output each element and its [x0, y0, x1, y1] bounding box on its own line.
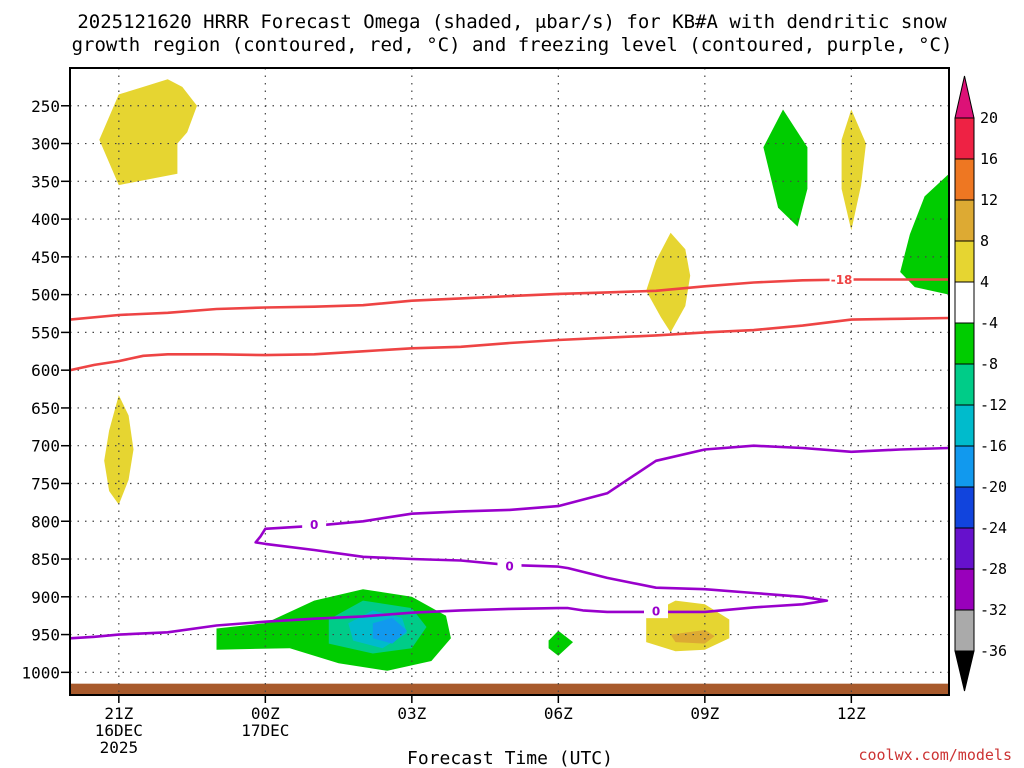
colorbar-box-9	[954, 486, 975, 529]
contour-label-freezing-1: 0	[310, 518, 318, 532]
contour-label-freezing-1-bg	[302, 517, 327, 532]
plot-frame	[69, 67, 950, 696]
colorbar-label-6: -8	[980, 355, 998, 373]
y-tick-label-450: 450	[31, 248, 60, 267]
y-tick-label-700: 700	[31, 437, 60, 456]
watermark: coolwx.com/models	[858, 746, 1012, 764]
colorbar-label-3: 8	[980, 232, 989, 250]
omega-region-9	[900, 173, 949, 295]
x-tick-label-0-1: 16DEC	[95, 721, 143, 740]
colorbar-box-8	[954, 445, 975, 488]
x-tick-label-5-0: 12Z	[837, 704, 866, 723]
colorbar-label-11: -28	[980, 560, 1007, 578]
colorbar-box-6	[954, 363, 975, 406]
contour-lines: -18 0 0 0	[70, 272, 949, 640]
colorbar-box-10	[954, 527, 975, 570]
contour-label-dendritic: -18	[831, 273, 853, 287]
omega-region-7	[548, 630, 573, 656]
colorbar-label-5: -4	[980, 314, 998, 332]
y-tick-label-300: 300	[31, 135, 60, 154]
x-tick-label-1-1: 17DEC	[241, 721, 289, 740]
y-tick-label-800: 800	[31, 512, 60, 531]
colorbar-label-10: -24	[980, 519, 1007, 537]
colorbar-box-4	[954, 281, 975, 324]
colorbar-box-5	[954, 322, 975, 365]
colorbar-bottom-arrow	[954, 650, 975, 692]
colorbar-label-9: -20	[980, 478, 1007, 496]
omega-region-3	[841, 109, 866, 231]
colorbar-label-13: -36	[980, 642, 1007, 660]
y-axis: 250 300 350 400 450 500 550 600 650 700 750 800 850 9…	[21, 97, 70, 682]
colorbar-box-12	[954, 609, 975, 652]
y-tick-label-750: 750	[31, 474, 60, 493]
y-tick-label-1000: 1000	[21, 663, 60, 682]
y-tick-label-350: 350	[31, 172, 60, 191]
y-tick-label-500: 500	[31, 286, 60, 305]
y-tick-label-850: 850	[31, 550, 60, 569]
x-tick-label-4-0: 09Z	[690, 704, 719, 723]
colorbar: 20 16 12 8 4 -4 -8 -12 -16 -20 -24 -28 -32 -36	[954, 75, 1007, 692]
colorbar-label-1: 16	[980, 150, 998, 168]
colorbar-top-arrow	[954, 75, 975, 119]
contour-label-dendritic-bg	[829, 272, 854, 287]
y-tick-label-950: 950	[31, 626, 60, 645]
y-tick-label-900: 900	[31, 588, 60, 607]
colorbar-label-12: -32	[980, 601, 1007, 619]
x-tick-label-1-0: 00Z	[251, 704, 280, 723]
y-tick-label-650: 650	[31, 399, 60, 418]
x-axis-label: Forecast Time (UTC)	[407, 748, 613, 768]
contour-label-freezing-2: 0	[505, 559, 513, 573]
dendritic-contour-0	[70, 278, 949, 321]
terrain-strip	[70, 683, 949, 695]
omega-region-12	[372, 617, 407, 644]
omega-region-8	[763, 109, 808, 227]
omega-region-1	[104, 395, 134, 505]
title-line-1: 2025121620 HRRR Forecast Omega (shaded, …	[77, 11, 947, 33]
colorbar-box-11	[954, 568, 975, 611]
x-tick-label-0-2: 2025	[100, 738, 139, 757]
y-tick-label-550: 550	[31, 323, 60, 342]
x-tick-label-2-0: 03Z	[397, 704, 426, 723]
colorbar-label-7: -12	[980, 396, 1007, 414]
omega-region-2	[646, 232, 691, 333]
contour-label-freezing-3: 0	[652, 605, 660, 619]
omega-region-5	[670, 630, 715, 644]
x-tick-label-3-0: 06Z	[544, 704, 573, 723]
y-tick-label-250: 250	[31, 97, 60, 116]
contour-label-freezing-3-bg	[644, 604, 668, 619]
omega-region-0	[99, 79, 197, 186]
colorbar-box-7	[954, 404, 975, 447]
colorbar-label-4: 4	[980, 273, 989, 291]
title-line-2: growth region (contoured, red, °C) and f…	[72, 34, 953, 56]
dendritic-contour-1	[70, 316, 949, 372]
colorbar-label-0: 20	[980, 109, 998, 127]
y-tick-label-400: 400	[31, 210, 60, 229]
colorbar-label-8: -16	[980, 437, 1007, 455]
contour-label-freezing-2-bg	[497, 558, 522, 573]
freezing-contour-0	[70, 444, 949, 640]
colorbar-box-3	[954, 240, 975, 283]
colorbar-box-0	[954, 117, 975, 160]
terrain-layer	[70, 683, 949, 695]
omega-shading	[99, 79, 949, 671]
x-tick-label-0-0: 21Z	[104, 704, 133, 723]
y-tick-label-600: 600	[31, 361, 60, 380]
colorbar-label-2: 12	[980, 191, 998, 209]
colorbar-box-2	[954, 199, 975, 242]
colorbar-box-1	[954, 158, 975, 201]
